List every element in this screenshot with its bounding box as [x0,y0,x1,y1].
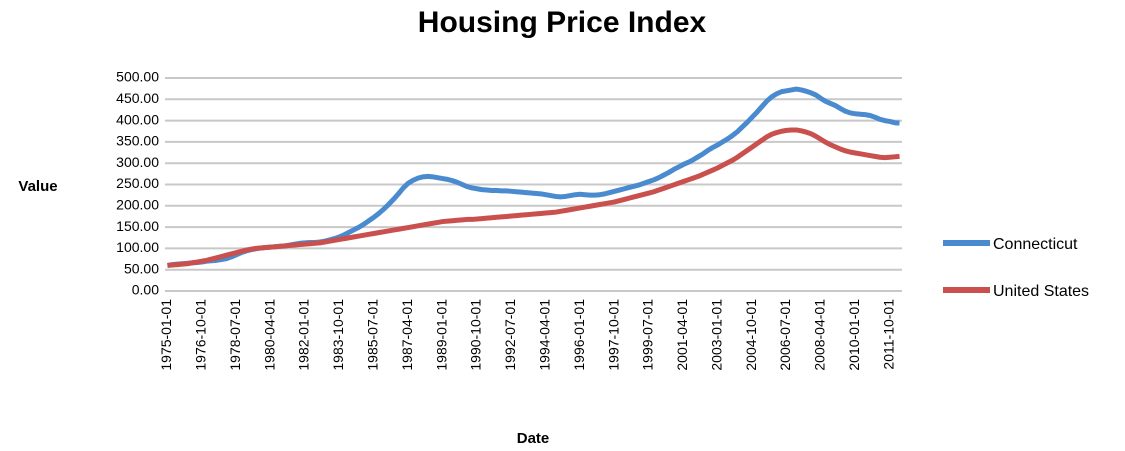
x-tick-label: 2008-04-01 [812,299,828,371]
x-tick-label: 1987-04-01 [399,299,415,371]
y-tick-label: 50.00 [124,260,159,276]
x-tick-label: 2004-10-01 [743,299,759,371]
y-tick-label: 100.00 [116,239,159,255]
x-tick-label: 1992-07-01 [502,299,518,371]
y-tick-label: 350.00 [116,133,159,149]
y-tick-label: 500.00 [116,69,159,85]
x-tick-label: 1994-04-01 [536,299,552,371]
x-tick-label: 1997-10-01 [605,299,621,371]
x-axis-label: Date [517,430,550,447]
x-tick-label: 1983-10-01 [330,299,346,371]
legend-label: Connecticut [993,236,1078,253]
x-tick-label: 1999-07-01 [640,299,656,371]
series-line [167,127,900,268]
chart-title: Housing Price Index [418,6,707,39]
x-tick-label: 1996-01-01 [571,299,587,371]
x-tick-label: 2003-01-01 [708,299,724,371]
y-tick-label: 450.00 [116,90,159,106]
y-tick-label: 0.00 [132,282,159,298]
x-tick-label: 2001-04-01 [674,299,690,371]
y-tick-label: 400.00 [116,111,159,127]
x-tick-label: 2006-07-01 [777,299,793,371]
y-tick-label: 150.00 [116,218,159,234]
y-tick-label: 250.00 [116,175,159,191]
x-tick-label: 1975-01-01 [158,299,174,371]
x-tick-label: 1985-07-01 [365,299,381,371]
x-tick-label: 1976-10-01 [193,299,209,371]
y-tick-label: 200.00 [116,197,159,213]
series-line [167,86,900,268]
x-tick-label: 1990-10-01 [468,299,484,371]
legend-label: United States [993,283,1089,300]
x-tick-label: 1982-01-01 [296,299,312,371]
x-tick-label: 1978-07-01 [227,299,243,371]
y-tick-label: 300.00 [116,154,159,170]
y-axis-label: Value [18,178,57,195]
x-tick-label: 2011-10-01 [880,299,896,370]
x-tick-label: 1989-01-01 [433,299,449,371]
x-tick-label: 2010-01-01 [846,299,862,371]
x-tick-label: 1980-04-01 [261,299,277,371]
